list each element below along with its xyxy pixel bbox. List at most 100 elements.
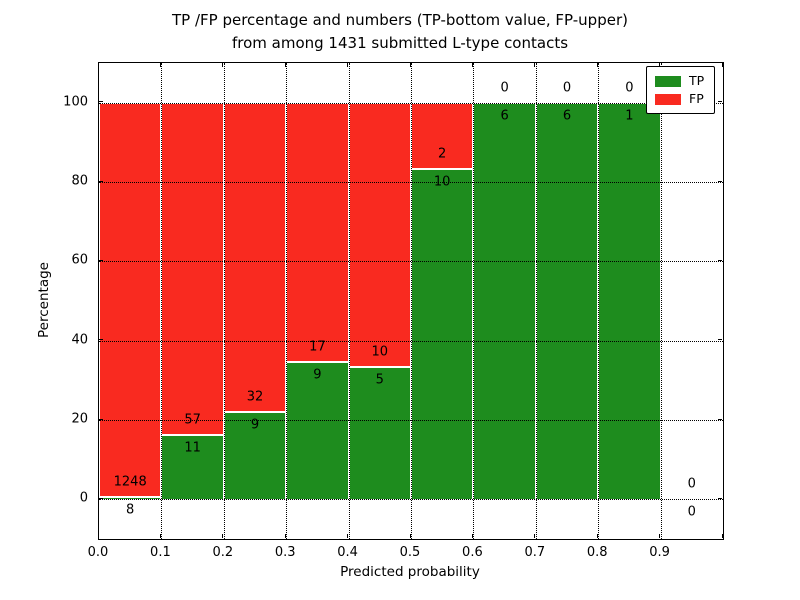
fp-count-label: 0	[500, 80, 509, 96]
x-tick-mark	[721, 63, 723, 67]
plot-area: 1248 8 57 11 32 9 17 9 10 5 2 10 0 6 0 6 0 1 0 0	[98, 62, 724, 540]
tp-bar	[348, 367, 411, 500]
plot-canvas: 1248 8 57 11 32 9 17 9 10 5 2 10 0 6 0 6 0 1 0 0	[99, 63, 723, 539]
x-tick-label: 0.4	[337, 545, 358, 560]
y-tick-mark	[718, 180, 722, 182]
x-tick-label: 0.8	[586, 545, 608, 560]
x-gridline	[161, 63, 163, 539]
x-tick-mark	[222, 534, 224, 538]
y-tick-label: 20	[71, 411, 88, 427]
x-tick-mark	[159, 63, 161, 67]
fp-count-label: 0	[562, 80, 572, 96]
x-tick-mark	[659, 534, 661, 538]
tp-count-label: 8	[126, 502, 135, 518]
x-tick-label: 0.5	[399, 545, 421, 560]
x-tick-mark	[471, 534, 473, 538]
fp-count-label: 2	[438, 146, 447, 162]
fp-count-label: 0	[625, 80, 634, 96]
x-tick-mark	[534, 534, 536, 538]
tp-bar	[598, 102, 661, 500]
fp-count-label: 1248	[113, 474, 147, 490]
fp-bar	[161, 102, 224, 436]
y-tick-label: 100	[63, 94, 88, 110]
x-gridline	[535, 63, 537, 539]
tp-count-label: 11	[184, 440, 201, 456]
y-tick-mark	[718, 101, 722, 103]
x-gridline	[286, 63, 288, 539]
fp-count-label: 10	[371, 344, 389, 360]
x-axis-label: Predicted probability	[340, 564, 480, 580]
y-tick-mark	[99, 180, 103, 182]
x-tick-mark	[534, 63, 536, 67]
fp-count-label: 32	[246, 389, 264, 405]
chart-title-line2: from among 1431 submitted L-type contact…	[231, 34, 569, 52]
y-tick-mark	[718, 497, 722, 499]
y-tick-mark	[99, 339, 103, 341]
x-gridline	[598, 63, 600, 539]
chart-title: TP /FP percentage and numbers (TP-bottom…	[0, 9, 800, 55]
x-tick-label: 0.0	[87, 545, 109, 560]
tp-bar	[535, 102, 599, 500]
x-tick-label: 0.6	[462, 545, 483, 560]
tp-count-label: 6	[500, 108, 509, 124]
legend-item-fp: FP	[647, 91, 714, 106]
tp-count-label: 6	[562, 108, 572, 124]
tp-bar	[286, 362, 349, 500]
y-tick-mark	[99, 418, 103, 420]
tp-count-label: 0	[687, 504, 696, 520]
tp-color-swatch	[655, 75, 681, 87]
x-tick-mark	[97, 534, 99, 538]
fp-bar	[348, 102, 411, 368]
x-gridline	[348, 63, 350, 539]
x-tick-mark	[97, 63, 99, 67]
x-tick-label: 0.9	[649, 545, 670, 560]
x-tick-mark	[409, 534, 411, 538]
x-tick-mark	[159, 534, 161, 538]
x-tick-mark	[596, 534, 598, 538]
x-gridline	[411, 63, 412, 539]
legend-label-fp: FP	[689, 91, 704, 106]
x-tick-mark	[471, 63, 473, 67]
x-tick-mark	[222, 63, 224, 67]
x-tick-label: 0.2	[212, 545, 234, 560]
x-gridline	[223, 63, 225, 539]
y-tick-label: 80	[71, 173, 88, 189]
y-tick-mark	[718, 259, 722, 261]
y-axis-label: Percentage	[36, 262, 52, 338]
tp-count-label: 9	[313, 367, 322, 383]
y-tick-mark	[99, 101, 103, 103]
y-tick-mark	[718, 418, 722, 420]
tp-bar	[411, 168, 474, 500]
x-tick-mark	[347, 534, 349, 538]
fp-bar	[99, 102, 162, 497]
fp-bar	[223, 102, 287, 413]
y-tick-label: 60	[71, 252, 88, 268]
legend: TP FP	[646, 66, 715, 114]
fp-color-swatch	[655, 93, 681, 105]
fp-bar	[286, 102, 349, 362]
x-tick-mark	[659, 63, 661, 67]
legend-label-tp: TP	[689, 73, 705, 88]
y-tick-mark	[99, 259, 103, 261]
x-gridline	[660, 63, 662, 539]
tp-count-label: 10	[433, 174, 451, 190]
x-tick-mark	[409, 63, 411, 67]
fp-count-label: 17	[309, 339, 326, 355]
y-tick-mark	[718, 339, 722, 341]
x-tick-label: 0.1	[150, 545, 171, 560]
fp-count-label: 0	[687, 476, 696, 492]
x-tick-label: 0.3	[274, 545, 296, 560]
x-tick-mark	[284, 534, 286, 538]
legend-item-tp: TP	[647, 73, 714, 88]
tp-count-label: 5	[375, 372, 384, 388]
tp-count-label: 1	[625, 108, 634, 124]
x-tick-mark	[284, 63, 286, 67]
x-tick-label: 0.7	[524, 545, 546, 560]
tp-bar	[473, 102, 536, 500]
y-tick-mark	[99, 497, 103, 499]
y-tick-label: 40	[71, 332, 88, 348]
x-gridline	[473, 63, 475, 539]
tp-bar	[223, 412, 287, 500]
y-tick-label: 0	[79, 490, 88, 506]
